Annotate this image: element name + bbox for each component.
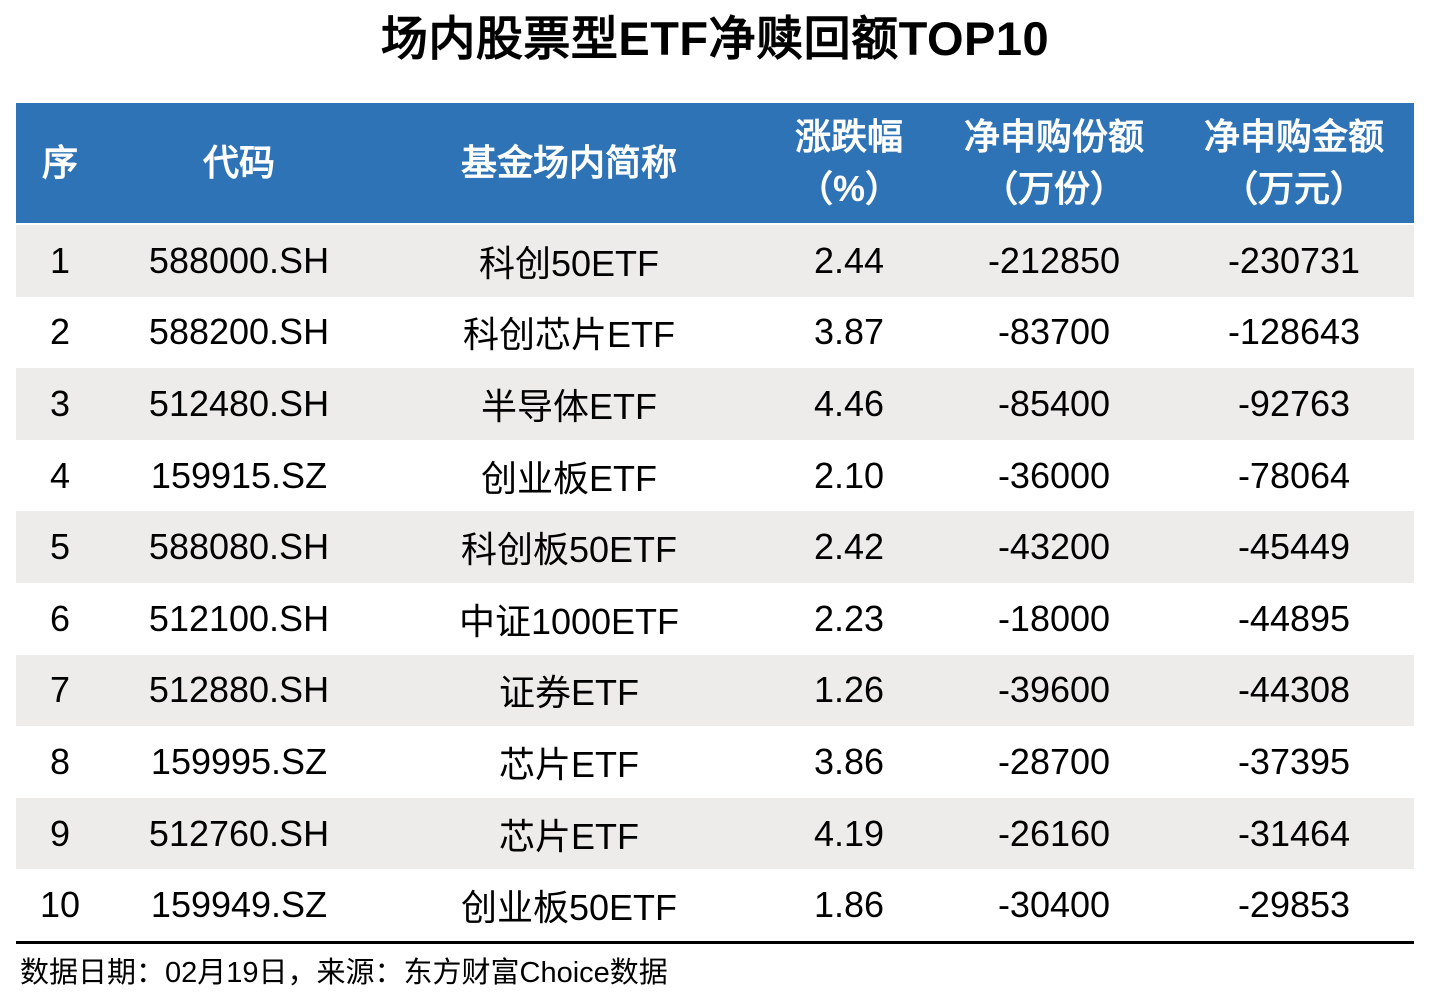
change-cell: 2.44: [813, 239, 885, 281]
net-amount-cell: -78064: [1237, 454, 1351, 496]
change-cell: 4.19: [813, 812, 885, 854]
name-cell: 芯片ETF: [499, 815, 639, 857]
net-amount-cell: -128643: [1227, 311, 1361, 353]
column-header-label: 涨跌幅: [794, 115, 903, 157]
column-header-net-purchase-shares: 净申购份额 （万份）: [934, 103, 1174, 223]
net-amount-cell: -37395: [1237, 740, 1351, 782]
change-cell: 1.26: [813, 669, 885, 711]
code-cell: 512100.SH: [148, 597, 330, 639]
rank-cell: 3: [49, 382, 71, 424]
rank-cell: 1: [49, 239, 71, 281]
column-header-change-pct: 涨跌幅 （%）: [764, 103, 934, 223]
column-header-unit: （万份）: [981, 168, 1126, 209]
column-header-label: 净申购金额: [1203, 115, 1384, 157]
table-row: 6 512100.SH 中证1000ETF 2.23 -18000 -44895: [16, 582, 1414, 655]
net-shares-cell: -39600: [997, 669, 1111, 711]
etf-net-redemption-table: 序 代码 基金场内简称 涨跌幅 （%） 净申购份额 （万份） 净申购金额 （万元） 1 58800…: [16, 103, 1414, 941]
code-cell: 159915.SZ: [150, 454, 328, 496]
table-row: 8 159995.SZ 芯片ETF 3.86 -28700 -37395: [16, 726, 1414, 798]
net-amount-cell: -31464: [1237, 812, 1351, 854]
rank-cell: 4: [49, 454, 71, 496]
net-shares-cell: -26160: [997, 812, 1111, 854]
change-cell: 2.42: [813, 526, 885, 568]
net-shares-cell: -85400: [997, 382, 1111, 424]
page-title: 场内股票型ETF净赎回额TOP10: [380, 12, 1050, 65]
change-cell: 2.23: [813, 597, 885, 639]
name-cell: 芯片ETF: [499, 743, 639, 785]
change-cell: 3.87: [813, 311, 885, 353]
column-header-label: 代码: [202, 141, 275, 183]
table-header-row: 序 代码 基金场内简称 涨跌幅 （%） 净申购份额 （万份） 净申购金额 （万元）: [16, 103, 1414, 225]
name-cell: 科创50ETF: [478, 242, 660, 284]
rank-cell: 2: [49, 311, 71, 353]
data-source-note: 数据日期：02月19日，来源：东方财富Choice数据: [20, 957, 668, 989]
name-cell: 创业板ETF: [481, 457, 657, 499]
net-amount-cell: -29853: [1237, 884, 1351, 926]
column-header-unit: （万元）: [1221, 168, 1366, 209]
name-cell: 科创芯片ETF: [463, 314, 675, 356]
code-cell: 588080.SH: [148, 526, 330, 568]
rank-cell: 8: [49, 740, 71, 782]
name-cell: 科创板50ETF: [460, 529, 678, 571]
net-amount-cell: -44895: [1237, 597, 1351, 639]
code-cell: 512480.SH: [148, 382, 330, 424]
column-header-unit: （%）: [796, 168, 901, 209]
net-shares-cell: -83700: [997, 311, 1111, 353]
net-amount-cell: -44308: [1237, 669, 1351, 711]
code-cell: 159949.SZ: [150, 884, 328, 926]
net-shares-cell: -43200: [997, 526, 1111, 568]
table-row: 3 512480.SH 半导体ETF 4.46 -85400 -92763: [16, 368, 1414, 440]
column-header-label: 净申购份额: [963, 115, 1144, 157]
net-amount-cell: -45449: [1237, 526, 1351, 568]
table-row: 9 512760.SH 芯片ETF 4.19 -26160 -31464: [16, 797, 1414, 870]
table-body: 1 588000.SH 科创50ETF 2.44 -212850 -230731 2 5882…: [16, 225, 1414, 941]
column-header-code: 代码: [104, 103, 374, 223]
net-amount-cell: -230731: [1227, 239, 1361, 281]
name-cell: 半导体ETF: [481, 385, 657, 427]
code-cell: 588000.SH: [148, 239, 330, 281]
change-cell: 1.86: [813, 884, 885, 926]
column-header-rank: 序: [16, 103, 104, 223]
table-row: 1 588000.SH 科创50ETF 2.44 -212850 -230731: [16, 225, 1414, 297]
name-cell: 证券ETF: [499, 672, 639, 714]
name-cell: 中证1000ETF: [458, 600, 680, 642]
footer-divider: [16, 941, 1414, 944]
net-shares-cell: -212850: [987, 239, 1121, 281]
code-cell: 159995.SZ: [150, 740, 328, 782]
column-header-label: 基金场内简称: [460, 141, 677, 183]
net-amount-cell: -92763: [1237, 382, 1351, 424]
table-row: 5 588080.SH 科创板50ETF 2.42 -43200 -45449: [16, 511, 1414, 583]
column-header-label: 序: [41, 141, 78, 183]
change-cell: 3.86: [813, 740, 885, 782]
rank-cell: 9: [49, 812, 71, 854]
table-row: 4 159915.SZ 创业板ETF 2.10 -36000 -78064: [16, 439, 1414, 512]
change-cell: 2.10: [813, 454, 885, 496]
rank-cell: 6: [49, 597, 71, 639]
code-cell: 512760.SH: [148, 812, 330, 854]
name-cell: 创业板50ETF: [460, 887, 678, 929]
net-shares-cell: -30400: [997, 884, 1111, 926]
table-row: 10 159949.SZ 创业板50ETF 1.86 -30400 -29853: [16, 869, 1414, 941]
change-cell: 4.46: [813, 382, 885, 424]
code-cell: 588200.SH: [148, 311, 330, 353]
rank-cell: 10: [39, 884, 81, 926]
net-shares-cell: -28700: [997, 740, 1111, 782]
rank-cell: 5: [49, 526, 71, 568]
net-shares-cell: -36000: [997, 454, 1111, 496]
column-header-fund-name: 基金场内简称: [374, 103, 764, 223]
column-header-net-purchase-amount: 净申购金额 （万元）: [1174, 103, 1414, 223]
net-shares-cell: -18000: [997, 597, 1111, 639]
rank-cell: 7: [49, 669, 71, 711]
table-row: 7 512880.SH 证券ETF 1.26 -39600 -44308: [16, 654, 1414, 727]
table-row: 2 588200.SH 科创芯片ETF 3.87 -83700 -128643: [16, 296, 1414, 369]
code-cell: 512880.SH: [148, 669, 330, 711]
